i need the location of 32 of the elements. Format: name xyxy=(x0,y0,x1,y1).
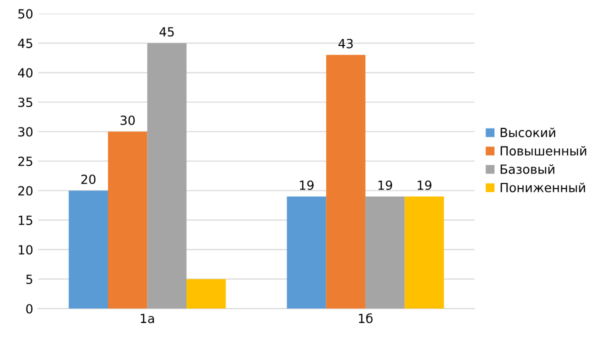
y-tick-label: 20 xyxy=(18,186,32,196)
y-tick-label: 50 xyxy=(18,9,32,19)
bar xyxy=(108,132,148,309)
y-tick-label: 30 xyxy=(18,127,32,137)
legend-label: Высокий xyxy=(500,128,556,138)
legend-label: Пониженный xyxy=(500,182,585,192)
data-label: 19 xyxy=(300,180,314,190)
y-tick-label: 45 xyxy=(18,38,32,48)
data-label: 20 xyxy=(81,174,96,184)
bar xyxy=(186,279,226,309)
y-tick-label: 15 xyxy=(18,216,32,226)
bar xyxy=(326,54,366,309)
y-tick-label: 35 xyxy=(18,98,32,108)
data-label: 30 xyxy=(120,116,135,126)
bar xyxy=(68,190,108,309)
x-tick-label: 1а xyxy=(140,314,154,324)
data-label: 43 xyxy=(338,38,353,48)
y-tick-label: 5 xyxy=(26,274,32,284)
legend-label: Повышенный xyxy=(500,146,586,156)
y-tick-label: 0 xyxy=(26,304,32,314)
data-label: 19 xyxy=(418,180,432,190)
bar xyxy=(147,43,187,309)
bar xyxy=(286,196,326,309)
data-label: 45 xyxy=(160,27,174,37)
data-label: 19 xyxy=(378,180,392,190)
y-tick-label: 40 xyxy=(18,68,32,78)
y-tick-label: 10 xyxy=(18,245,32,255)
y-tick-label: 25 xyxy=(18,156,32,166)
legend-label: Базовый xyxy=(500,164,554,174)
bar xyxy=(404,196,444,309)
bar xyxy=(365,196,405,309)
x-tick-label: 1б xyxy=(358,313,373,324)
